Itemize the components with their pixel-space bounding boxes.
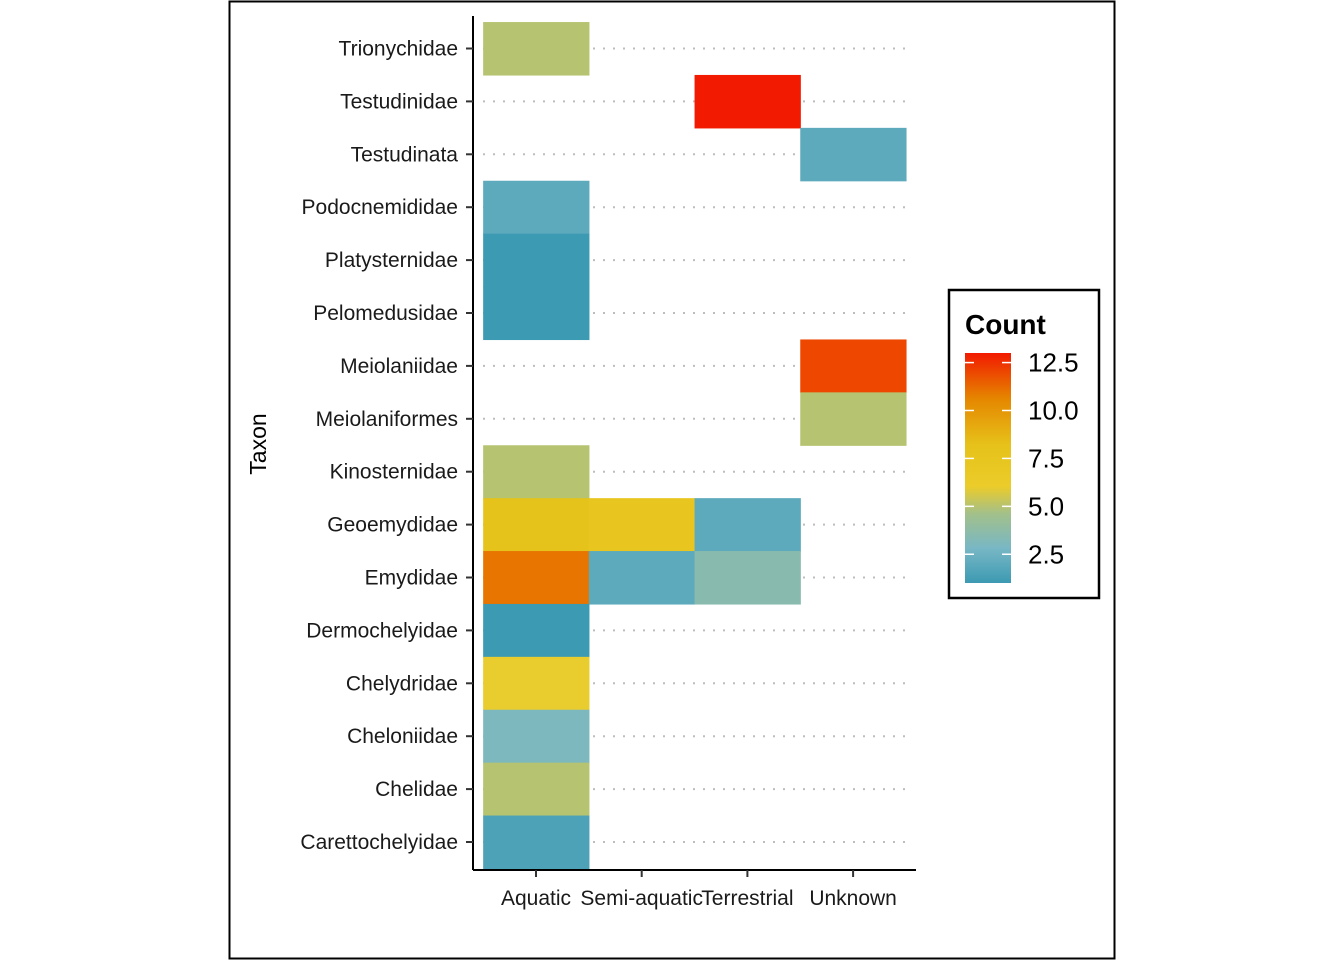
y-tick-label: Testudinata <box>351 143 459 166</box>
heatmap-cell <box>483 815 590 870</box>
y-tick-label: Podocnemididae <box>302 196 458 219</box>
legend-tick-label: 7.5 <box>1028 443 1064 473</box>
y-tick-label: Platysternidae <box>325 249 458 272</box>
legend-tick-label: 5.0 <box>1028 491 1064 521</box>
heatmap-cell <box>800 392 907 446</box>
y-tick-label: Dermochelyidae <box>306 619 458 642</box>
y-tick-label: Kinosternidae <box>330 461 458 484</box>
heatmap-cell <box>694 74 801 129</box>
heatmap-cell <box>483 180 590 235</box>
heatmap-cell <box>483 551 590 605</box>
x-tick-label: Terrestrial <box>701 887 793 910</box>
y-tick-label: Carettochelyidae <box>300 831 458 854</box>
y-tick-label: Meiolaniidae <box>340 355 458 378</box>
legend-tick-label: 10.0 <box>1028 396 1079 426</box>
heatmap-cell <box>800 339 907 393</box>
heatmap-cell <box>483 445 590 499</box>
legend-colorbar <box>965 353 1011 583</box>
x-tick-label: Semi-aquatic <box>580 887 703 910</box>
y-tick-label: Testudinidae <box>340 90 458 113</box>
heatmap-cell <box>483 603 590 658</box>
y-tick-label: Emydidae <box>365 567 458 590</box>
heatmap-cell <box>483 498 590 552</box>
legend-ticks: 12.5 10.0 7.5 5.0 2.5 <box>965 348 1079 569</box>
x-tick-label: Aquatic <box>501 887 571 910</box>
y-tick-label: Chelydridae <box>346 672 458 695</box>
y-tick-label: Geoemydidae <box>327 514 458 537</box>
heatmap-cell <box>694 551 801 605</box>
y-tick-label: Meiolaniformes <box>316 408 458 431</box>
heatmap-cell <box>800 127 907 182</box>
heatmap-cell <box>483 762 590 817</box>
heatmap-cell <box>483 656 590 711</box>
legend-tick-label: 2.5 <box>1028 539 1064 569</box>
x-tick-label: Unknown <box>809 887 897 910</box>
y-axis-ticks: Carettochelyidae Chelidae Cheloniidae Chely… <box>300 38 473 854</box>
y-axis-title: Taxon <box>245 413 271 474</box>
heatmap-cell <box>588 551 696 605</box>
y-tick-label: Trionychidae <box>339 38 458 61</box>
y-tick-label: Chelidae <box>375 778 458 801</box>
legend-title: Count <box>965 309 1046 340</box>
heatmap-cell <box>483 286 590 341</box>
axes <box>472 16 916 871</box>
heatmap-cell <box>588 498 696 552</box>
heatmap-cell <box>483 22 590 76</box>
heatmap-cell <box>483 233 590 288</box>
heatmap-cells <box>483 22 907 870</box>
heatmap-cell <box>483 709 590 764</box>
legend: Count 12.5 10.0 7.5 5.0 2.5 <box>947 288 1101 600</box>
legend-tick-label: 12.5 <box>1028 348 1079 378</box>
y-tick-label: Cheloniidae <box>347 725 458 748</box>
heatmap-cell <box>694 498 801 552</box>
y-tick-label: Pelomedusidae <box>313 302 458 325</box>
